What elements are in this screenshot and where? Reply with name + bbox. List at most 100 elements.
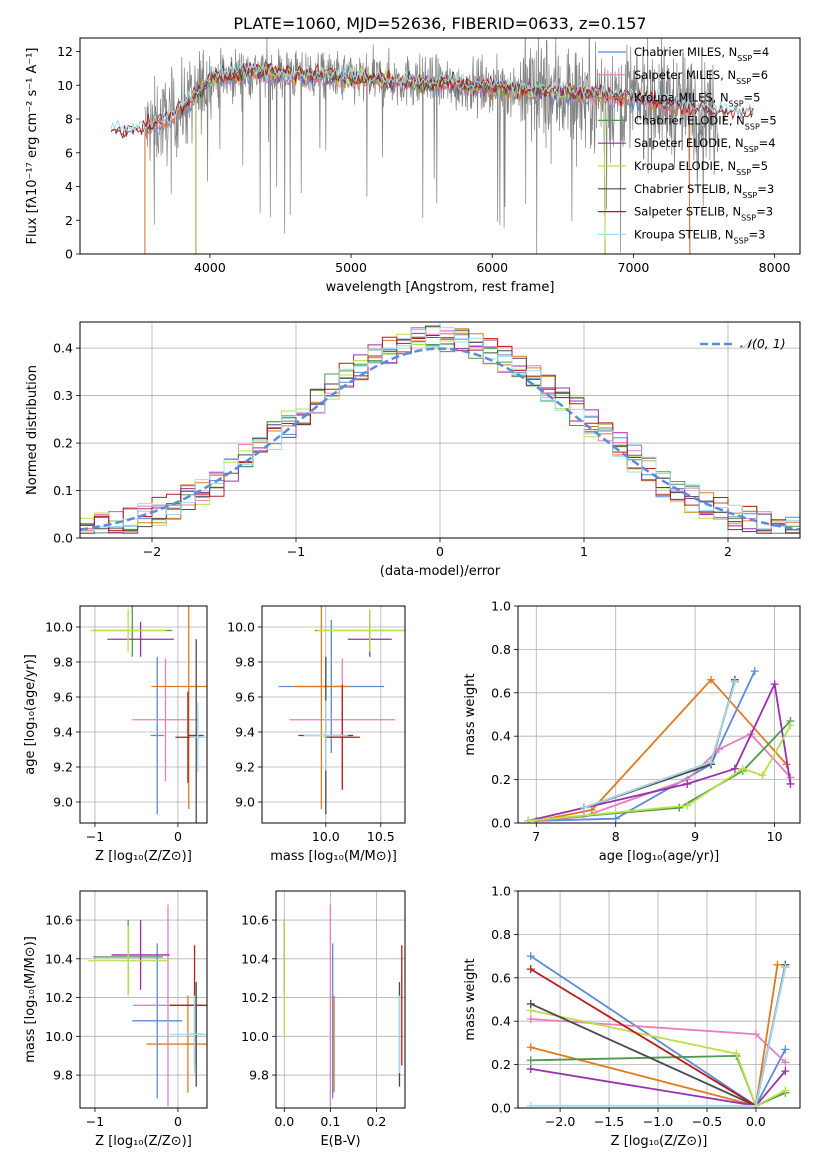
weight-marker-kroupa_miles [707, 675, 716, 684]
errorbar-chabrier_miles [150, 656, 164, 815]
plot-area [110, 38, 754, 254]
y-tick-label: 2 [65, 213, 73, 228]
weight-line-chabrier_miles [536, 670, 756, 822]
weight-marker-kroupa_stelib [781, 962, 790, 971]
y-tick-label: 0 [65, 247, 73, 262]
x-tick-label: 8 [612, 829, 620, 844]
axes-frame [261, 605, 406, 824]
x-tick-label: 7000 [618, 260, 650, 275]
y-tick-label: 0.4 [53, 341, 73, 356]
plot-area [262, 606, 405, 823]
y-tick-label: 0.2 [491, 1057, 511, 1072]
weight-marker-kroupa_elodie [524, 816, 533, 823]
weight-marker-kroupa_stelib [707, 758, 716, 767]
axes-frame [79, 605, 208, 824]
plot-area [518, 891, 800, 1108]
y-tick-label: 0.0 [491, 1101, 511, 1116]
errorbar-kroupa_elodie [317, 609, 405, 652]
y-axis-label: Normed distribution [25, 365, 40, 495]
y-tick-label: 0.3 [53, 388, 73, 403]
y-tick-label: 10.6 [45, 913, 73, 928]
errorbar-salpeter_elodie [107, 621, 174, 657]
panel-age_vs_mass: 10.0 10.5 9.0 9.2 9.4 9.6 9.8 10.0 mass [log₁₀(M… [227, 605, 406, 864]
x-tick-label: 0 [174, 829, 182, 844]
y-tick-label: 9.2 [53, 760, 73, 775]
y-axis-label: mass weight [463, 673, 478, 755]
panel-mass_weight_vs_z: −2.0 −1.5 −1.0 −0.5 0.0 0.0 0.2 0.4 0.6 0.8 1.0 Z [… [463, 884, 801, 1149]
y-axis-label: age [log₁₀(age/yr)] [23, 654, 38, 775]
y-tick-label: 9.8 [53, 1068, 73, 1083]
x-axis-label: wavelength [Angstrom, rest frame] [326, 280, 555, 295]
y-tick-label: 10.0 [45, 620, 73, 635]
y-axis-label: mass weight [463, 958, 478, 1040]
weight-marker-salpeter_elodie [770, 680, 779, 689]
x-tick-label: 6000 [476, 260, 508, 275]
y-tick-label: 0.0 [53, 531, 73, 546]
x-tick-label: 4000 [194, 260, 226, 275]
legend-label-chabrier_stelib: Chabrier STELIB, NSSP=3 [634, 182, 774, 200]
y-tick-label: 9.8 [53, 655, 73, 670]
x-tick-label: 0 [174, 1114, 182, 1129]
weight-marker-chabrier_miles [750, 667, 759, 676]
panel-spectrum: 4000 5000 6000 7000 8000 0 2 4 6 8 10 12 wavelength … [25, 37, 801, 295]
axes-frame [79, 37, 801, 255]
y-tick-label: 1.0 [491, 599, 511, 614]
y-tick-label: 9.8 [235, 655, 255, 670]
y-tick-label: 4 [65, 179, 73, 194]
weight-marker-chabrier_stelib [526, 999, 535, 1008]
errorbar-kroupa_miles [293, 606, 349, 809]
y-tick-label: 10.0 [241, 1029, 269, 1044]
y-tick-label: 0.0 [491, 816, 511, 831]
x-tick-label: −2.0 [545, 1114, 575, 1129]
y-tick-label: 9.2 [235, 760, 255, 775]
plot-area [518, 606, 800, 823]
legend-label-chabrier_miles: Chabrier MILES, NSSP=4 [634, 45, 769, 63]
y-tick-label: 9.4 [235, 725, 255, 740]
y-tick-label: 10.0 [227, 620, 255, 635]
weight-marker-salpeter_miles [781, 1058, 790, 1067]
weight-marker-salpeter_miles [751, 1030, 760, 1039]
x-tick-label: 9 [691, 829, 699, 844]
x-tick-label: 0.2 [366, 1114, 386, 1129]
normal-distribution-curve [80, 347, 800, 531]
weight-marker-salpeter_elodie [781, 1067, 790, 1076]
weight-marker-kroupa_elodie [758, 771, 767, 780]
y-tick-label: 9.0 [53, 795, 73, 810]
legend-label-kroupa_elodie: Kroupa ELODIE, NSSP=5 [634, 159, 768, 177]
errorbar-kroupa_miles [146, 995, 207, 1093]
panel-residuals: −2 −1 0 1 2 0.0 0.1 0.2 0.3 0.4 (data-model)/error… [25, 321, 801, 579]
legend-label-kroupa_stelib: Kroupa STELIB, NSSP=3 [634, 227, 765, 245]
axes-frame [79, 890, 208, 1109]
x-tick-label: −0.5 [692, 1114, 722, 1129]
x-tick-label: 1 [580, 544, 588, 559]
model-spectrum-kroupa_stelib [110, 61, 754, 135]
y-tick-label: 0.4 [491, 1014, 511, 1029]
axes-frame [517, 890, 801, 1109]
weight-marker-kroupa_stelib [526, 1101, 535, 1108]
weight-marker-kroupa_miles [526, 1043, 535, 1052]
figure-title: PLATE=1060, MJD=52636, FIBERID=0633, z=0… [233, 14, 646, 33]
axes-frame [517, 605, 801, 824]
legend-label-salpeter_stelib: Salpeter STELIB, NSSP=3 [634, 205, 773, 223]
y-tick-label: 9.6 [53, 690, 73, 705]
x-axis-label: Z [log₁₀(Z/Z⊙)] [611, 1134, 708, 1149]
x-tick-label: 5000 [335, 260, 367, 275]
x-axis-label: (data-model)/error [380, 564, 501, 579]
x-tick-label: −1 [86, 1114, 104, 1129]
y-tick-label: 6 [65, 145, 73, 160]
y-tick-label: 1.0 [491, 884, 511, 899]
weight-marker-kroupa_miles [773, 960, 782, 969]
model-spectrum-salpeter_stelib [110, 61, 754, 139]
weight-marker-salpeter_miles [714, 745, 723, 754]
y-tick-label: 8 [65, 112, 73, 127]
x-axis-label: age [log₁₀(age/yr)] [599, 849, 720, 864]
errorbar-salpeter_stelib [324, 684, 360, 790]
y-tick-label: 10.4 [45, 951, 73, 966]
y-tick-label: 10.4 [241, 951, 269, 966]
weight-marker-salpeter_elodie [683, 779, 692, 788]
weight-marker-kroupa_elodie [786, 721, 795, 730]
y-tick-label: 0.2 [53, 436, 73, 451]
x-axis-label: mass [log₁₀(M/M⊙)] [270, 849, 397, 864]
legend-label-kroupa_miles: Kroupa MILES, NSSP=5 [634, 91, 760, 109]
x-axis-label: Z [log₁₀(Z/Z⊙)] [95, 849, 192, 864]
